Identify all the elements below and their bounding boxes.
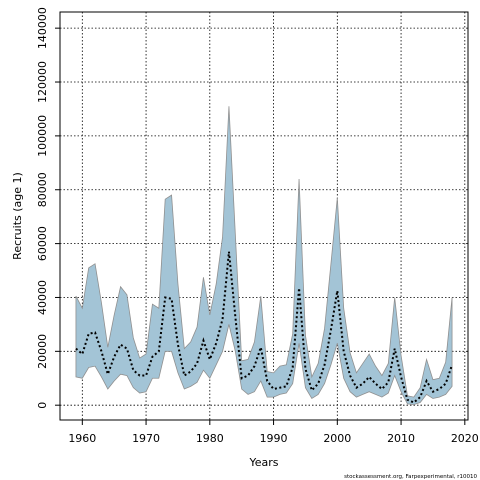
footnote: stockassessment.org, Farpexperimental, r… xyxy=(344,474,477,480)
y-tick-label: 60000 xyxy=(36,226,49,261)
y-tick-label: 140000 xyxy=(36,7,49,49)
x-tick-label: 1980 xyxy=(196,432,224,445)
estimate-series xyxy=(75,251,454,404)
y-axis: 0 20000 40000 60000 80000 100000 120000 140000 xyxy=(36,7,60,409)
estimate-line xyxy=(75,251,454,404)
x-axis-label: Years xyxy=(248,456,278,469)
x-axis: 1960 1970 1980 1990 2000 2010 2020 xyxy=(68,420,479,445)
x-tick-label: 2010 xyxy=(387,432,415,445)
plot-frame xyxy=(59,11,469,421)
y-tick-label: 0 xyxy=(36,402,49,409)
x-tick-label: 1990 xyxy=(260,432,288,445)
confidence-band-area xyxy=(75,106,453,406)
y-tick-label: 20000 xyxy=(36,334,49,369)
x-tick-label: 2000 xyxy=(323,432,351,445)
y-tick-label: 100000 xyxy=(36,115,49,157)
x-tick-label: 1970 xyxy=(132,432,160,445)
y-axis-label: Recruits (age 1) xyxy=(11,172,24,260)
confidence-band xyxy=(75,106,453,406)
x-tick-label: 1960 xyxy=(68,432,96,445)
y-tick-label: 80000 xyxy=(36,172,49,207)
x-tick-label: 2020 xyxy=(451,432,479,445)
y-tick-label: 40000 xyxy=(36,280,49,315)
y-tick-label: 120000 xyxy=(36,61,49,103)
